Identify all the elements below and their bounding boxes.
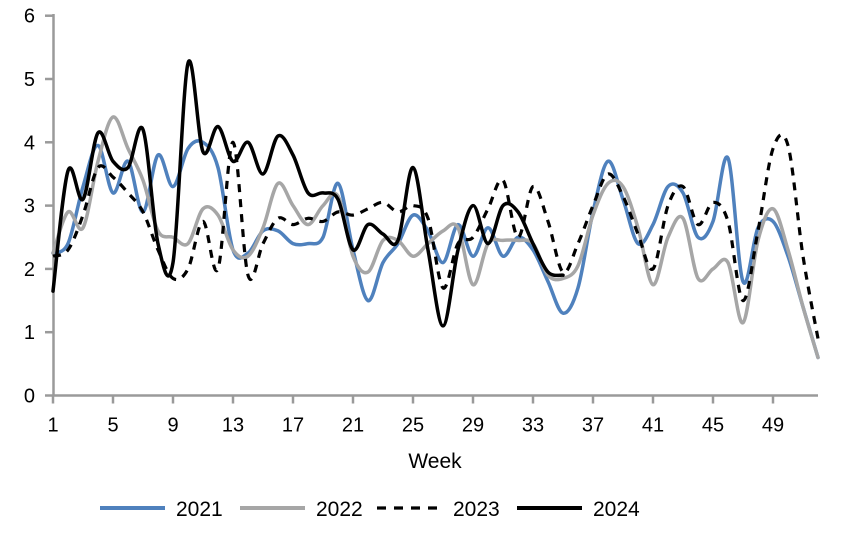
series-line-2022 (51, 115, 820, 360)
x-axis-title: Week (408, 450, 462, 473)
x-tick-label: 45 (702, 415, 724, 437)
y-tick-label: 0 (24, 386, 35, 408)
y-tick-label: 6 (24, 6, 35, 28)
series-line-2023 (52, 133, 820, 339)
x-tick-label: 41 (642, 415, 664, 437)
legend-label-2023: 2023 (453, 498, 500, 521)
legend-item-2022: 2022 (240, 498, 363, 521)
legend-label-2022: 2022 (316, 498, 363, 521)
legend-label-2021: 2021 (176, 498, 223, 521)
y-tick-label: 4 (24, 132, 35, 154)
x-tick-label: 1 (47, 415, 58, 437)
legend-label-2024: 2024 (593, 498, 640, 521)
legend-item-2023: 2023 (377, 498, 500, 521)
x-tick-label: 37 (582, 415, 604, 437)
x-tick-label: 17 (282, 415, 304, 437)
series-line-2021 (51, 139, 820, 360)
x-tick-label: 21 (342, 415, 364, 437)
y-tick-label: 3 (24, 196, 35, 218)
y-tick-label: 5 (24, 69, 35, 91)
x-tick-label: 25 (402, 415, 424, 437)
legend-item-2024: 2024 (517, 498, 640, 521)
y-tick-label: 1 (24, 322, 35, 344)
x-tick-label: 9 (167, 415, 178, 437)
legend: 2021 2022 2023 2024 (100, 498, 640, 521)
axes-layer (45, 14, 818, 404)
series-line-2024 (51, 59, 565, 328)
x-tick-label: 33 (522, 415, 544, 437)
y-tick-label: 2 (24, 259, 35, 281)
series-layer (51, 59, 820, 360)
x-tick-label: 13 (222, 415, 244, 437)
x-tick-label: 5 (107, 415, 118, 437)
x-tick-label: 49 (762, 415, 784, 437)
x-tick-label: 29 (462, 415, 484, 437)
legend-item-2021: 2021 (100, 498, 223, 521)
